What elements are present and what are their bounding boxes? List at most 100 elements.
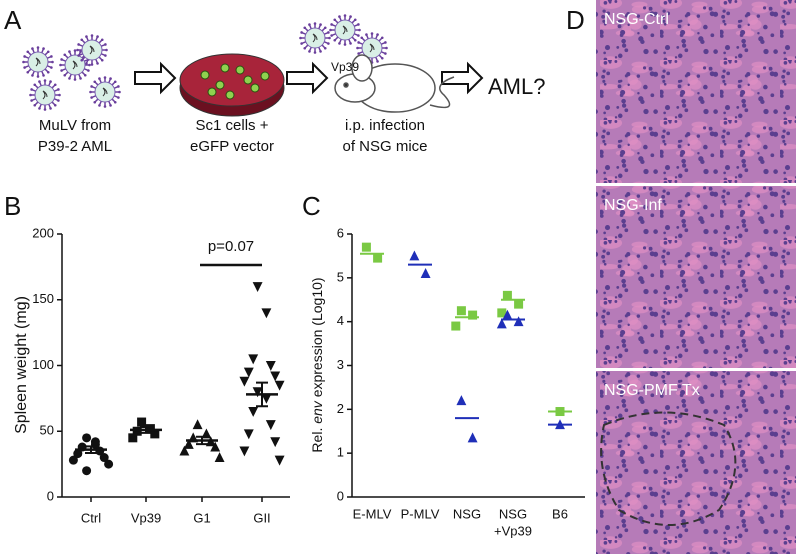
virus-spike-tip xyxy=(370,32,374,35)
virus-spike-tip xyxy=(96,35,99,38)
virus-spike-tip xyxy=(22,60,25,64)
point xyxy=(514,299,524,309)
virus-spike-tip xyxy=(96,62,99,65)
virus-spike-tip xyxy=(43,108,47,111)
virus-spike-tip xyxy=(385,46,388,50)
cell xyxy=(250,83,260,93)
result-label: AML? xyxy=(488,74,545,99)
step-label: Sc1 cells + xyxy=(196,117,269,134)
cell xyxy=(225,90,235,100)
virus-spike-tip xyxy=(104,54,107,57)
virus-spike-tip xyxy=(63,53,67,57)
cell xyxy=(215,80,225,90)
virus-spike-tip xyxy=(100,38,104,42)
virus-spike-tip xyxy=(58,93,61,97)
virus-spike-tip xyxy=(90,85,93,88)
y-axis-label-part: Rel. xyxy=(309,424,325,453)
virus-spike-tip xyxy=(63,73,67,77)
virus-spike-tip xyxy=(109,104,112,107)
point xyxy=(451,321,461,331)
virus-spike-tip xyxy=(26,50,30,54)
point xyxy=(214,452,225,463)
virus-spike-tip xyxy=(360,36,364,40)
point xyxy=(252,387,263,398)
histology-label: NSG-Inf xyxy=(604,197,662,214)
virus-spike-tip xyxy=(380,56,384,60)
point xyxy=(420,268,431,278)
virus-spike-tip xyxy=(384,52,387,55)
virus-spike-tip xyxy=(357,23,360,26)
virus-spike-tip xyxy=(104,43,107,46)
point xyxy=(409,250,420,261)
point xyxy=(456,306,466,316)
y-axis-label: Rel. env expression (Log10) xyxy=(309,277,325,452)
virus-spike-tip xyxy=(343,43,347,46)
point xyxy=(73,449,83,459)
point xyxy=(132,426,142,436)
virus-core xyxy=(42,90,48,100)
virus-spike-tip xyxy=(353,18,357,22)
virus-spike-tip xyxy=(23,55,26,58)
virus-spike-tip xyxy=(59,63,62,67)
point xyxy=(82,466,92,476)
virus-spike-tip xyxy=(357,41,360,44)
virus-spike-tip xyxy=(313,22,317,25)
step-label: eGFP vector xyxy=(190,138,274,155)
cell xyxy=(207,87,217,97)
point xyxy=(361,242,371,252)
cell xyxy=(243,75,253,85)
y-tick-label: 2 xyxy=(337,401,344,416)
x-tick-label: NSG xyxy=(499,506,527,521)
y-axis-label-part: expression (Log10) xyxy=(309,277,325,401)
point xyxy=(468,310,478,320)
point xyxy=(274,455,285,466)
virus-spike-tip xyxy=(93,100,97,104)
point xyxy=(496,318,507,329)
y-tick-label: 1 xyxy=(337,445,344,460)
y-tick-label: 200 xyxy=(32,225,54,240)
virus-spike-tip xyxy=(330,23,333,26)
virus-spike-tip xyxy=(105,48,108,52)
point xyxy=(248,407,259,417)
virus-spike-tip xyxy=(319,50,322,53)
virus-core xyxy=(369,43,375,53)
point xyxy=(373,253,383,263)
point xyxy=(239,446,250,457)
virus-spike-tip xyxy=(103,76,107,79)
point xyxy=(104,459,114,469)
y-tick-label: 4 xyxy=(337,313,344,328)
virus-spike-tip xyxy=(338,42,341,45)
virus-spike-tip xyxy=(376,33,379,36)
histology-label: NSG-PMF Tx xyxy=(604,382,700,399)
step-label: MuLV from xyxy=(39,117,111,134)
x-tick-label: B6 xyxy=(552,506,568,521)
histology-label: NSG-Ctrl xyxy=(604,11,669,28)
virus-spike-tip xyxy=(23,66,26,69)
point xyxy=(265,361,276,371)
virus-spike-tip xyxy=(98,77,101,80)
step-label: i.p. infection xyxy=(345,117,425,134)
virus-core xyxy=(89,45,95,55)
virus-spike-tip xyxy=(85,35,88,38)
panel-label: B xyxy=(4,191,21,221)
y-tick-label: 0 xyxy=(47,488,54,503)
error-bar xyxy=(140,426,152,434)
virus-spike-tip xyxy=(46,50,50,54)
point xyxy=(210,441,221,452)
virus-spike-tip xyxy=(90,96,93,99)
y-tick-label: 6 xyxy=(337,225,344,240)
virus-spike-tip xyxy=(57,88,60,91)
point xyxy=(467,432,478,443)
y-axis-label-part: env xyxy=(309,400,325,424)
point xyxy=(502,290,512,300)
virus-spike-tip xyxy=(299,36,302,40)
virus-spike-tip xyxy=(100,58,104,62)
virus-spike-tip xyxy=(31,74,34,77)
mouse xyxy=(334,54,455,113)
cell xyxy=(200,70,210,80)
virus-spike-tip xyxy=(57,99,60,102)
point xyxy=(150,429,160,439)
virus-spike-tip xyxy=(349,42,352,45)
virus-spike-tip xyxy=(308,23,311,26)
